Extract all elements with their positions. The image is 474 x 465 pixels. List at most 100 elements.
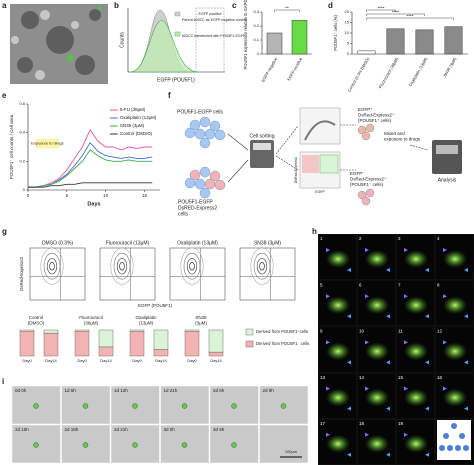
cell <box>231 442 237 448</box>
annotation: Exposure to drugs <box>31 140 63 145</box>
bar-segment <box>74 329 90 332</box>
axis-label: DsRed-Express2 <box>294 157 298 184</box>
significance-bracket <box>366 9 396 12</box>
bar-segment <box>184 329 200 332</box>
cell-blob <box>365 296 389 315</box>
arrowhead <box>425 314 429 319</box>
arrowhead <box>386 452 390 457</box>
arrowhead <box>404 432 408 437</box>
contour <box>183 252 201 280</box>
node-label: DsRED-Express2 <box>178 205 217 211</box>
legend-label: 603CC transfected with POU5F1-EGFP <box>182 34 246 38</box>
frame-number: 10 <box>359 329 365 334</box>
cell <box>82 403 89 409</box>
bar <box>386 28 405 55</box>
arrowhead <box>443 294 447 299</box>
frame-number: 7 <box>398 282 401 287</box>
cell-cluster <box>357 188 375 206</box>
group-label: (13μM) <box>139 321 154 326</box>
bright-field-series <box>11 385 309 464</box>
frame-number: 5 <box>320 282 323 287</box>
node-label: EGFP⁺ <box>358 107 373 112</box>
cell <box>82 442 89 448</box>
legend-label: Derived from POU5F1⁻ cells <box>256 341 309 346</box>
frame-number: 1 <box>320 236 323 241</box>
x-tick-label: Fluorouracil (38μM) <box>378 56 400 89</box>
arrowhead <box>425 406 429 411</box>
gfp-cell <box>98 6 102 10</box>
significance-bracket <box>366 13 425 16</box>
bar-segment <box>74 331 90 357</box>
x-tick-label: 10 <box>103 193 109 198</box>
cell-blob <box>326 296 350 315</box>
bar-segment <box>153 329 169 350</box>
cell-blob <box>365 342 389 361</box>
cell-blob <box>404 434 428 453</box>
arrowhead <box>464 314 468 319</box>
arrowhead <box>443 248 447 252</box>
cell-blob <box>404 250 428 268</box>
frame-number: 12 <box>437 329 443 334</box>
arrowhead <box>464 268 468 272</box>
y-axis-label: POU5F1⁺ cell counts / Cell area <box>9 114 14 179</box>
frame-number: 16 <box>437 375 443 380</box>
node-label: POU5F1-EGFP cells <box>177 109 224 115</box>
axis-label: EGFP <box>315 190 325 194</box>
y-axis-label: POU5F1⁺ cells (%) <box>333 15 338 51</box>
cell-cluster <box>184 166 226 199</box>
arrowhead <box>347 268 351 272</box>
x-tick-label: SN38 (3μM) <box>442 56 457 78</box>
plot-title: SN38 (3μM) <box>254 240 281 246</box>
arrowhead <box>326 386 330 391</box>
arrowhead <box>365 294 369 299</box>
node-label: POU5F1-EGFP <box>178 199 213 205</box>
node-label: exposure to drugs <box>384 137 421 142</box>
cell-cluster <box>357 123 375 141</box>
cell <box>280 403 287 409</box>
frame-number: 11 <box>398 329 403 334</box>
group-label: Oxaliplatin <box>135 315 157 320</box>
frame-number: 14 <box>359 375 365 380</box>
sort-gate <box>319 154 339 174</box>
x-tick-label: 0 <box>27 193 30 198</box>
bar-segment <box>43 329 59 334</box>
arrowhead <box>326 248 330 252</box>
time-label: 0d 0h <box>15 388 27 393</box>
significance: **** <box>406 14 413 19</box>
contour <box>186 258 198 275</box>
contour <box>43 252 61 280</box>
arrowhead <box>347 452 351 457</box>
cell-blob <box>443 342 467 361</box>
flow-plot <box>239 247 296 301</box>
frame-number: 19 <box>398 421 404 426</box>
micrograph-texture <box>17 9 101 75</box>
cell-blob <box>365 388 389 407</box>
time-label: 1d 21h <box>164 388 178 393</box>
panel-label: f <box>168 91 171 100</box>
arrowhead <box>326 340 330 345</box>
group-label: Control <box>29 315 44 320</box>
arrowhead <box>386 268 390 272</box>
frame-number: 18 <box>359 421 365 426</box>
panel-label: a <box>2 1 7 10</box>
group-label: SN38 <box>195 315 207 320</box>
cell-blob <box>404 342 428 361</box>
tree-node <box>451 423 457 429</box>
flow-plot <box>169 247 226 301</box>
y-axis-label: DsRed-Express2 <box>19 256 24 291</box>
x-tick-label: Day14 <box>210 358 222 363</box>
arrowhead <box>386 406 390 411</box>
significance: ** <box>285 6 289 11</box>
legend-label: SN38 (3μM) <box>120 123 145 128</box>
time-label: 2d 6h <box>213 388 225 393</box>
contour <box>116 258 128 275</box>
bar-segment <box>98 329 114 348</box>
plot-title: DMSO (0.3%) <box>42 240 73 246</box>
bar-segment <box>129 331 145 357</box>
arrowhead <box>365 248 369 252</box>
legend-label: Parent 603CC as EGFP negative control <box>182 18 247 22</box>
frame-number: 9 <box>320 329 323 334</box>
arrow <box>275 124 429 171</box>
panel-label: g <box>2 227 7 236</box>
panel-label: d <box>328 1 333 10</box>
